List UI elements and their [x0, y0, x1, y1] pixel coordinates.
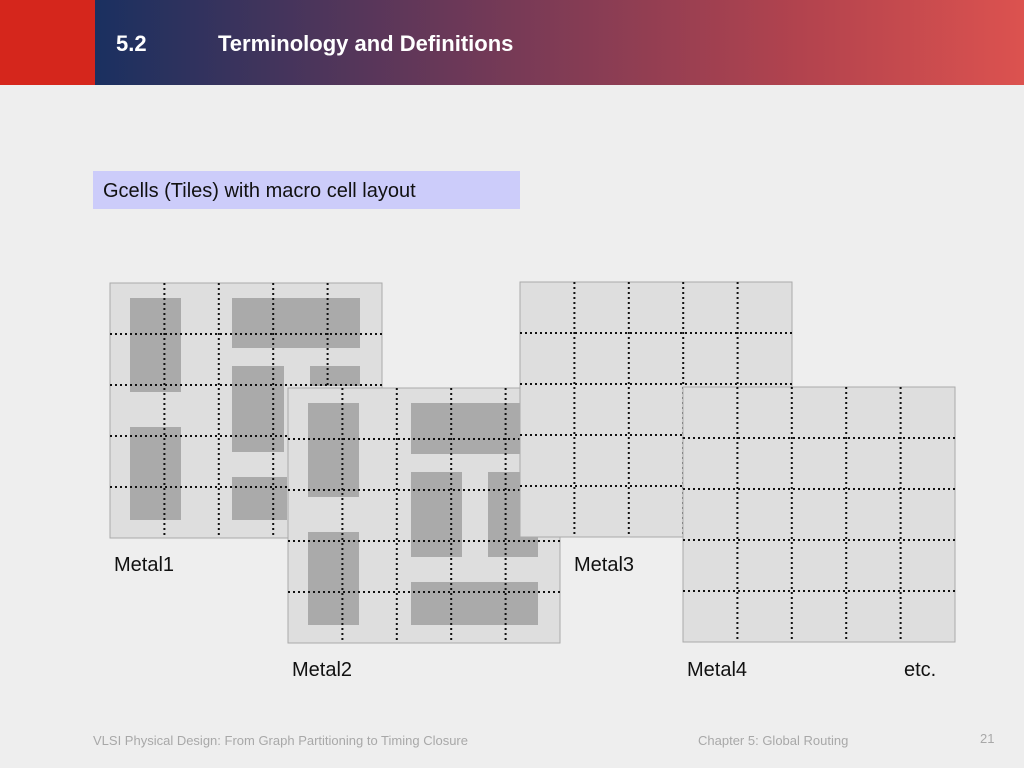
macro-block — [411, 403, 520, 454]
macro-block — [411, 472, 462, 557]
slide-title: Terminology and Definitions — [218, 31, 514, 56]
footer-book: VLSI Physical Design: From Graph Partiti… — [93, 733, 468, 748]
layer-label: etc. — [904, 659, 937, 681]
subtitle: Gcells (Tiles) with macro cell layout — [103, 180, 416, 202]
section-number: 5.2 — [116, 31, 147, 56]
macro-block — [310, 366, 360, 386]
footer-chapter: Chapter 5: Global Routing — [698, 733, 849, 748]
macro-block — [232, 477, 287, 520]
header-bar — [0, 0, 1024, 85]
macro-block — [308, 532, 359, 625]
gcell-panel — [682, 386, 956, 643]
layer-label: Metal1 — [114, 554, 175, 576]
macro-block — [232, 298, 360, 348]
macro-block — [308, 403, 359, 497]
header-accent — [0, 0, 95, 85]
subtitle-box — [93, 171, 520, 209]
macro-block — [232, 366, 284, 452]
macro-block — [411, 582, 538, 625]
macro-block — [130, 427, 181, 520]
layer-label: Metal3 — [574, 554, 635, 576]
page-number: 21 — [980, 731, 995, 746]
macro-block — [130, 298, 181, 392]
layer-label: Metal2 — [292, 659, 353, 681]
layer-label: Metal4 — [687, 659, 748, 681]
